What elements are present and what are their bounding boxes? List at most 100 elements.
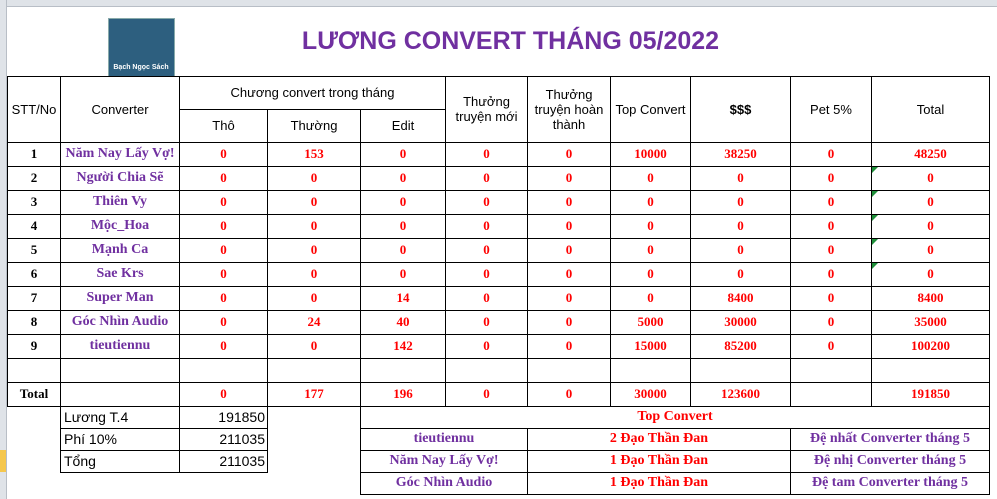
- stt-cell[interactable]: 3: [7, 189, 61, 215]
- new-cell[interactable]: 0: [445, 333, 528, 359]
- top-cell[interactable]: 0: [610, 213, 691, 239]
- money-cell[interactable]: 85200: [690, 333, 791, 359]
- converter-name[interactable]: Góc Nhìn Audio: [60, 309, 180, 335]
- summary-label[interactable]: Lương T.4: [60, 405, 180, 429]
- tho-cell[interactable]: 0: [179, 285, 268, 311]
- top-cell[interactable]: 0: [610, 285, 691, 311]
- new-cell[interactable]: 0: [445, 309, 528, 335]
- pet-cell[interactable]: 0: [790, 141, 872, 167]
- money-cell[interactable]: 0: [690, 189, 791, 215]
- top-convert-heading[interactable]: Top Convert: [360, 405, 990, 429]
- top-converter-name[interactable]: Năm Nay Lấy Vợ!: [360, 449, 528, 473]
- summary-value[interactable]: 211035: [179, 427, 268, 451]
- stt-cell[interactable]: 7: [7, 285, 61, 311]
- tho-cell[interactable]: 0: [179, 189, 268, 215]
- edit-cell[interactable]: 0: [360, 141, 446, 167]
- pet-cell[interactable]: 0: [790, 213, 872, 239]
- stt-cell[interactable]: 6: [7, 261, 61, 287]
- converter-name[interactable]: tieutiennu: [60, 333, 180, 359]
- stt-cell[interactable]: 1: [7, 141, 61, 167]
- money-cell[interactable]: 38250: [690, 141, 791, 167]
- top-cell[interactable]: 15000: [610, 333, 691, 359]
- converter-name[interactable]: Người Chia Sẽ: [60, 165, 180, 191]
- new-cell[interactable]: 0: [445, 141, 528, 167]
- pet-cell[interactable]: 0: [790, 309, 872, 335]
- top-cell[interactable]: 10000: [610, 141, 691, 167]
- header-complete-bonus[interactable]: Thưởng truyện hoàn thành: [527, 75, 611, 143]
- pet-cell[interactable]: 0: [790, 237, 872, 263]
- totals-label[interactable]: Total: [7, 381, 61, 407]
- rank-cell[interactable]: Đệ nhất Converter tháng 5: [790, 427, 990, 451]
- complete-cell[interactable]: 0: [527, 285, 611, 311]
- complete-cell[interactable]: 0: [527, 213, 611, 239]
- total-thuong[interactable]: 177: [267, 381, 361, 407]
- new-cell[interactable]: 0: [445, 261, 528, 287]
- thuong-cell[interactable]: 0: [267, 213, 361, 239]
- rank-cell[interactable]: Đệ tam Converter tháng 5: [790, 471, 990, 495]
- total-complete[interactable]: 0: [527, 381, 611, 407]
- summary-value[interactable]: 211035: [179, 449, 268, 473]
- complete-cell[interactable]: 0: [527, 333, 611, 359]
- thuong-cell[interactable]: 0: [267, 261, 361, 287]
- prize-cell[interactable]: 1 Đạo Thần Đan: [527, 449, 791, 473]
- complete-cell[interactable]: 0: [527, 189, 611, 215]
- converter-name[interactable]: Mạnh Ca: [60, 237, 180, 263]
- tho-cell[interactable]: 0: [179, 261, 268, 287]
- header-tho[interactable]: Thô: [179, 108, 268, 143]
- edit-cell[interactable]: 142: [360, 333, 446, 359]
- converter-name[interactable]: Sae Krs: [60, 261, 180, 287]
- top-converter-name[interactable]: tieutiennu: [360, 427, 528, 451]
- new-cell[interactable]: 0: [445, 237, 528, 263]
- header-total[interactable]: Total: [871, 75, 990, 143]
- total-edit[interactable]: 196: [360, 381, 446, 407]
- thuong-cell[interactable]: 0: [267, 333, 361, 359]
- converter-name[interactable]: Mộc_Hoa: [60, 213, 180, 239]
- top-cell[interactable]: 5000: [610, 309, 691, 335]
- total-cell[interactable]: 8400: [871, 285, 990, 311]
- header-thuong[interactable]: Thường: [267, 108, 361, 143]
- total-total[interactable]: 191850: [871, 381, 990, 407]
- total-cell[interactable]: 48250: [871, 141, 990, 167]
- header-money[interactable]: $$$: [690, 75, 791, 143]
- total-cell[interactable]: 0: [871, 261, 990, 287]
- tho-cell[interactable]: 0: [179, 237, 268, 263]
- stt-cell[interactable]: 4: [7, 213, 61, 239]
- new-cell[interactable]: 0: [445, 213, 528, 239]
- total-cell[interactable]: 0: [871, 237, 990, 263]
- stt-cell[interactable]: 2: [7, 165, 61, 191]
- complete-cell[interactable]: 0: [527, 261, 611, 287]
- total-top[interactable]: 30000: [610, 381, 691, 407]
- total-cell[interactable]: 35000: [871, 309, 990, 335]
- pet-cell[interactable]: 0: [790, 333, 872, 359]
- summary-label[interactable]: Phí 10%: [60, 427, 180, 451]
- converter-name[interactable]: Super Man: [60, 285, 180, 311]
- pet-cell[interactable]: 0: [790, 261, 872, 287]
- stt-cell[interactable]: 5: [7, 237, 61, 263]
- prize-cell[interactable]: 2 Đạo Thần Đan: [527, 427, 791, 451]
- prize-cell[interactable]: 1 Đạo Thần Đan: [527, 471, 791, 495]
- pet-cell[interactable]: 0: [790, 189, 872, 215]
- new-cell[interactable]: 0: [445, 285, 528, 311]
- edit-cell[interactable]: 40: [360, 309, 446, 335]
- complete-cell[interactable]: 0: [527, 141, 611, 167]
- money-cell[interactable]: 0: [690, 165, 791, 191]
- total-cell[interactable]: 0: [871, 189, 990, 215]
- summary-value[interactable]: 191850: [179, 405, 268, 429]
- edit-cell[interactable]: 0: [360, 165, 446, 191]
- new-cell[interactable]: 0: [445, 165, 528, 191]
- complete-cell[interactable]: 0: [527, 165, 611, 191]
- edit-cell[interactable]: 0: [360, 237, 446, 263]
- total-money[interactable]: 123600: [690, 381, 791, 407]
- pet-cell[interactable]: 0: [790, 165, 872, 191]
- money-cell[interactable]: 8400: [690, 285, 791, 311]
- thuong-cell[interactable]: 0: [267, 285, 361, 311]
- thuong-cell[interactable]: 153: [267, 141, 361, 167]
- money-cell[interactable]: 0: [690, 237, 791, 263]
- stt-cell[interactable]: 9: [7, 333, 61, 359]
- tho-cell[interactable]: 0: [179, 141, 268, 167]
- total-cell[interactable]: 100200: [871, 333, 990, 359]
- stt-cell[interactable]: 8: [7, 309, 61, 335]
- total-cell[interactable]: 0: [871, 213, 990, 239]
- pet-cell[interactable]: 0: [790, 285, 872, 311]
- thuong-cell[interactable]: 0: [267, 165, 361, 191]
